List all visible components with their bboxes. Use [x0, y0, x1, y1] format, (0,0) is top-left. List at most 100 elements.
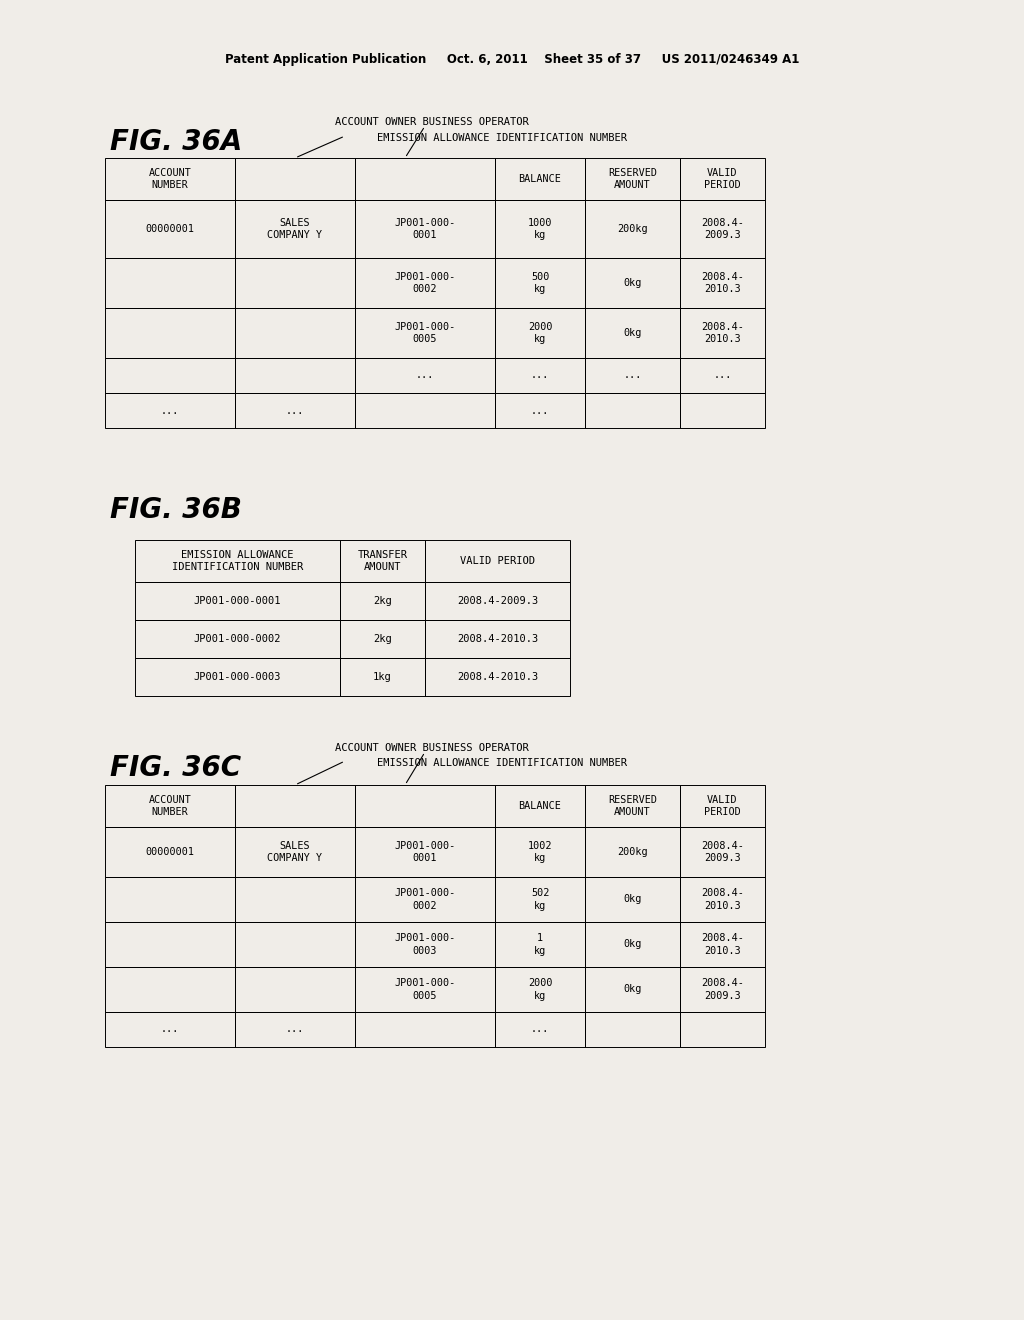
- Text: JP001-000-0001: JP001-000-0001: [194, 597, 282, 606]
- Bar: [355, 921, 495, 968]
- Bar: [355, 201, 495, 257]
- Bar: [495, 158, 585, 201]
- Text: ACCOUNT OWNER BUSINESS OPERATOR: ACCOUNT OWNER BUSINESS OPERATOR: [335, 743, 528, 752]
- Bar: [680, 876, 765, 921]
- Bar: [340, 657, 425, 696]
- Bar: [585, 257, 680, 308]
- Text: 0kg: 0kg: [624, 985, 642, 994]
- Bar: [495, 785, 585, 828]
- Bar: [234, 1012, 355, 1047]
- Text: 0kg: 0kg: [624, 327, 642, 338]
- Text: FIG. 36C: FIG. 36C: [110, 754, 241, 781]
- Bar: [680, 201, 765, 257]
- Bar: [234, 393, 355, 428]
- Bar: [105, 1012, 234, 1047]
- Bar: [135, 620, 340, 657]
- Text: 1
kg: 1 kg: [534, 933, 546, 956]
- Text: RESERVED
AMOUNT: RESERVED AMOUNT: [608, 795, 657, 817]
- Bar: [680, 785, 765, 828]
- Text: ...: ...: [416, 371, 434, 380]
- Text: 2000
kg: 2000 kg: [527, 978, 552, 1001]
- Bar: [105, 785, 234, 828]
- Text: VALID
PERIOD: VALID PERIOD: [705, 795, 741, 817]
- Bar: [234, 257, 355, 308]
- Bar: [355, 308, 495, 358]
- Text: ...: ...: [530, 1024, 549, 1035]
- Text: 1002
kg: 1002 kg: [527, 841, 552, 863]
- Bar: [234, 785, 355, 828]
- Bar: [585, 876, 680, 921]
- Text: JP001-000-
0002: JP001-000- 0002: [394, 272, 456, 294]
- Bar: [355, 158, 495, 201]
- Bar: [585, 828, 680, 876]
- Text: JP001-000-
0001: JP001-000- 0001: [394, 841, 456, 863]
- Bar: [425, 620, 570, 657]
- Bar: [585, 1012, 680, 1047]
- Text: ...: ...: [161, 405, 179, 416]
- Text: ...: ...: [286, 405, 304, 416]
- Bar: [680, 158, 765, 201]
- Text: FIG. 36A: FIG. 36A: [110, 128, 243, 156]
- Bar: [234, 201, 355, 257]
- Text: JP001-000-
0001: JP001-000- 0001: [394, 218, 456, 240]
- Bar: [234, 921, 355, 968]
- Bar: [355, 1012, 495, 1047]
- Bar: [680, 828, 765, 876]
- Bar: [680, 921, 765, 968]
- Text: EMISSION ALLOWANCE
IDENTIFICATION NUMBER: EMISSION ALLOWANCE IDENTIFICATION NUMBER: [172, 550, 303, 572]
- Text: 502
kg: 502 kg: [530, 888, 549, 911]
- Bar: [425, 540, 570, 582]
- Bar: [340, 582, 425, 620]
- Bar: [680, 308, 765, 358]
- Text: ...: ...: [530, 405, 549, 416]
- Text: SALES
COMPANY Y: SALES COMPANY Y: [267, 841, 323, 863]
- Bar: [495, 876, 585, 921]
- Bar: [355, 968, 495, 1012]
- Text: SALES
COMPANY Y: SALES COMPANY Y: [267, 218, 323, 240]
- Bar: [355, 257, 495, 308]
- Text: 2008.4-
2009.3: 2008.4- 2009.3: [701, 218, 744, 240]
- Text: 2008.4-2010.3: 2008.4-2010.3: [457, 672, 539, 682]
- Text: 2008.4-
2009.3: 2008.4- 2009.3: [701, 978, 744, 1001]
- Bar: [340, 540, 425, 582]
- Bar: [105, 158, 234, 201]
- Text: 00000001: 00000001: [145, 847, 195, 857]
- Text: ACCOUNT OWNER BUSINESS OPERATOR: ACCOUNT OWNER BUSINESS OPERATOR: [335, 117, 528, 127]
- Text: EMISSION ALLOWANCE IDENTIFICATION NUMBER: EMISSION ALLOWANCE IDENTIFICATION NUMBER: [377, 133, 627, 143]
- Bar: [425, 582, 570, 620]
- Bar: [355, 876, 495, 921]
- Bar: [495, 358, 585, 393]
- Text: BALANCE: BALANCE: [518, 801, 561, 810]
- Bar: [105, 876, 234, 921]
- Bar: [680, 1012, 765, 1047]
- Bar: [105, 358, 234, 393]
- Text: BALANCE: BALANCE: [518, 174, 561, 183]
- Bar: [585, 785, 680, 828]
- Bar: [105, 257, 234, 308]
- Bar: [495, 201, 585, 257]
- Text: 2008.4-2010.3: 2008.4-2010.3: [457, 634, 539, 644]
- Text: ...: ...: [286, 1024, 304, 1035]
- Text: 2008.4-
2009.3: 2008.4- 2009.3: [701, 841, 744, 863]
- Text: 2008.4-
2010.3: 2008.4- 2010.3: [701, 888, 744, 911]
- Text: JP001-000-
0005: JP001-000- 0005: [394, 322, 456, 345]
- Text: ...: ...: [624, 371, 642, 380]
- Bar: [585, 968, 680, 1012]
- Bar: [585, 158, 680, 201]
- Text: JP001-000-0003: JP001-000-0003: [194, 672, 282, 682]
- Bar: [135, 540, 340, 582]
- Text: JP001-000-
0005: JP001-000- 0005: [394, 978, 456, 1001]
- Bar: [495, 921, 585, 968]
- Bar: [495, 257, 585, 308]
- Bar: [495, 393, 585, 428]
- Text: 2kg: 2kg: [373, 597, 392, 606]
- Bar: [234, 968, 355, 1012]
- Bar: [585, 921, 680, 968]
- Text: 2kg: 2kg: [373, 634, 392, 644]
- Bar: [135, 657, 340, 696]
- Text: VALID
PERIOD: VALID PERIOD: [705, 168, 741, 190]
- Text: 200kg: 200kg: [617, 847, 648, 857]
- Text: 2008.4-2009.3: 2008.4-2009.3: [457, 597, 539, 606]
- Text: JP001-000-
0003: JP001-000- 0003: [394, 933, 456, 956]
- Bar: [585, 393, 680, 428]
